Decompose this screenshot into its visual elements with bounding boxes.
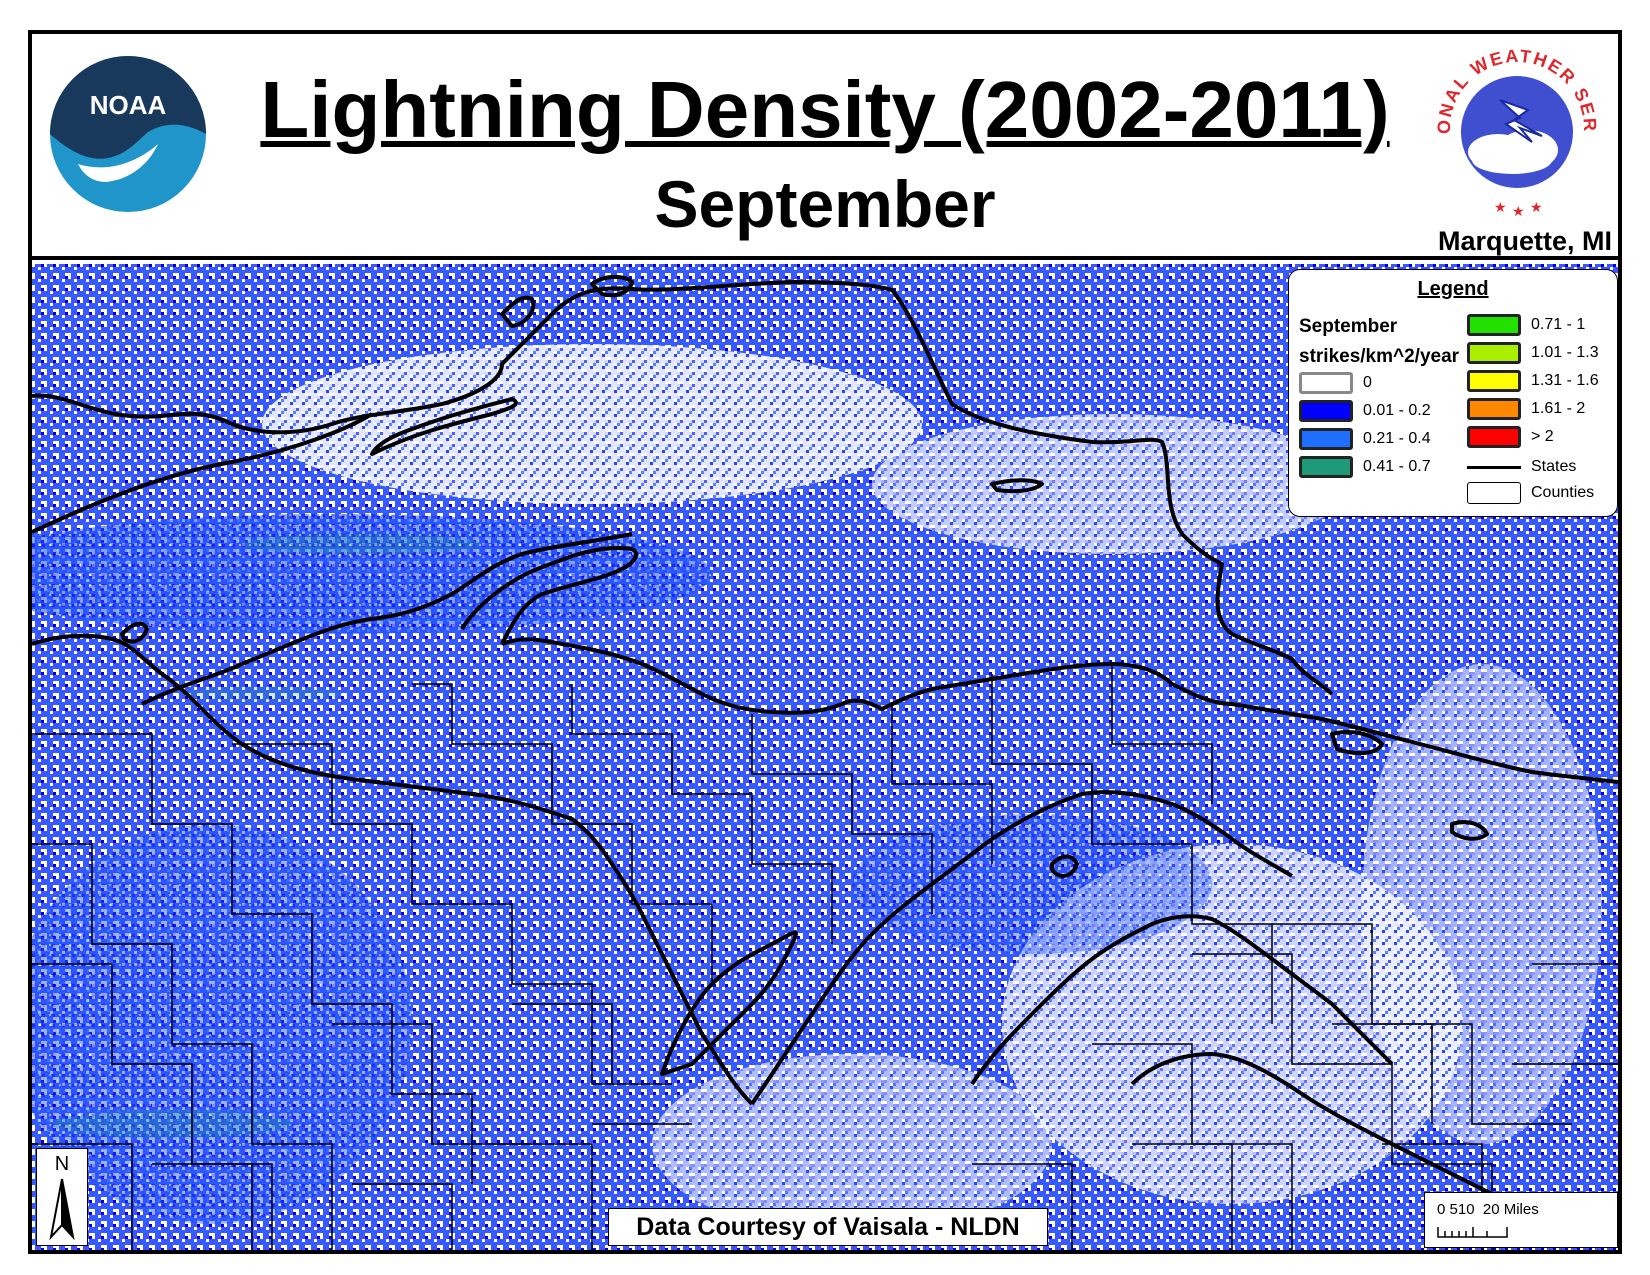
legend-swatch <box>1299 456 1353 478</box>
noaa-logo-text: NOAA <box>90 90 167 120</box>
legend-label: 0.21 - 0.4 <box>1363 430 1431 447</box>
counties-swatch <box>1467 482 1521 504</box>
legend-item-states: States <box>1467 458 1576 476</box>
legend-swatch <box>1299 400 1353 422</box>
scale-bar-ruler <box>1437 1227 1508 1238</box>
legend-label: 0.01 - 0.2 <box>1363 402 1431 419</box>
legend-swatch <box>1467 342 1521 364</box>
map-canvas <box>32 264 1618 1250</box>
legend-item-class-0: 0 <box>1299 372 1372 394</box>
legend-item-class-6: 1.31 - 1.6 <box>1467 370 1599 392</box>
states-line-swatch <box>1467 465 1521 469</box>
map-frame <box>28 30 1622 1254</box>
legend-item-counties: Counties <box>1467 482 1594 504</box>
legend-swatch <box>1467 370 1521 392</box>
legend-label: 0.71 - 1 <box>1531 316 1586 333</box>
north-label: N <box>54 1153 70 1175</box>
legend-item-class-5: 1.01 - 1.3 <box>1467 342 1599 364</box>
legend-item-class-4: 0.71 - 1 <box>1467 314 1585 336</box>
legend-panel: Legend September strikes/km^2/year 0 0.0… <box>1288 269 1618 517</box>
legend-swatch <box>1467 426 1521 448</box>
svg-text:★: ★ <box>1530 199 1543 215</box>
noaa-logo: NOAA <box>50 56 206 212</box>
svg-text:★: ★ <box>1494 199 1507 215</box>
legend-label: 0.41 - 0.7 <box>1363 458 1431 475</box>
north-arrow-icon <box>49 1178 75 1241</box>
legend-item-class-2: 0.21 - 0.4 <box>1299 428 1431 450</box>
nws-logo: NATIONAL WEATHER SERVICE ★ ★ ★ <box>1428 40 1603 218</box>
legend-label: 1.01 - 1.3 <box>1531 344 1599 361</box>
legend-swatch <box>1467 398 1521 420</box>
page-subtitle: September <box>654 167 996 241</box>
scale-bar-label: 0 510 20 Miles <box>1437 1201 1539 1218</box>
page-title: Lightning Density (2002-2011) <box>260 65 1390 154</box>
svg-text:★: ★ <box>1512 203 1525 218</box>
legend-label: 1.31 - 1.6 <box>1531 372 1599 389</box>
legend-title: Legend <box>1417 278 1489 300</box>
legend-label-counties: Counties <box>1531 484 1595 501</box>
data-credit: Data Courtesy of Vaisala - NLDN <box>608 1208 1048 1246</box>
office-label: Marquette, MI <box>1437 226 1612 256</box>
legend-item-class-1: 0.01 - 0.2 <box>1299 400 1431 422</box>
north-arrow-box: N <box>36 1148 88 1246</box>
legend-month: September <box>1299 316 1398 337</box>
legend-item-class-3: 0.41 - 0.7 <box>1299 456 1431 478</box>
legend-item-class-7: 1.61 - 2 <box>1467 398 1585 420</box>
legend-label: 1.61 - 2 <box>1531 400 1586 417</box>
legend-label: 0 <box>1363 374 1372 391</box>
legend-units: strikes/km^2/year <box>1299 346 1460 367</box>
lightning-density-map <box>32 264 1618 1250</box>
legend-swatch <box>1299 428 1353 450</box>
legend-swatch <box>1467 314 1521 336</box>
legend-label: > 2 <box>1531 428 1554 445</box>
legend-label-states: States <box>1531 458 1577 475</box>
scale-bar: 0 510 20 Miles <box>1424 1192 1618 1248</box>
legend-swatch <box>1299 372 1353 394</box>
legend-item-class-8: > 2 <box>1467 426 1554 448</box>
map-header: NOAA Lightning Density (2002-2011) Septe… <box>32 34 1618 260</box>
